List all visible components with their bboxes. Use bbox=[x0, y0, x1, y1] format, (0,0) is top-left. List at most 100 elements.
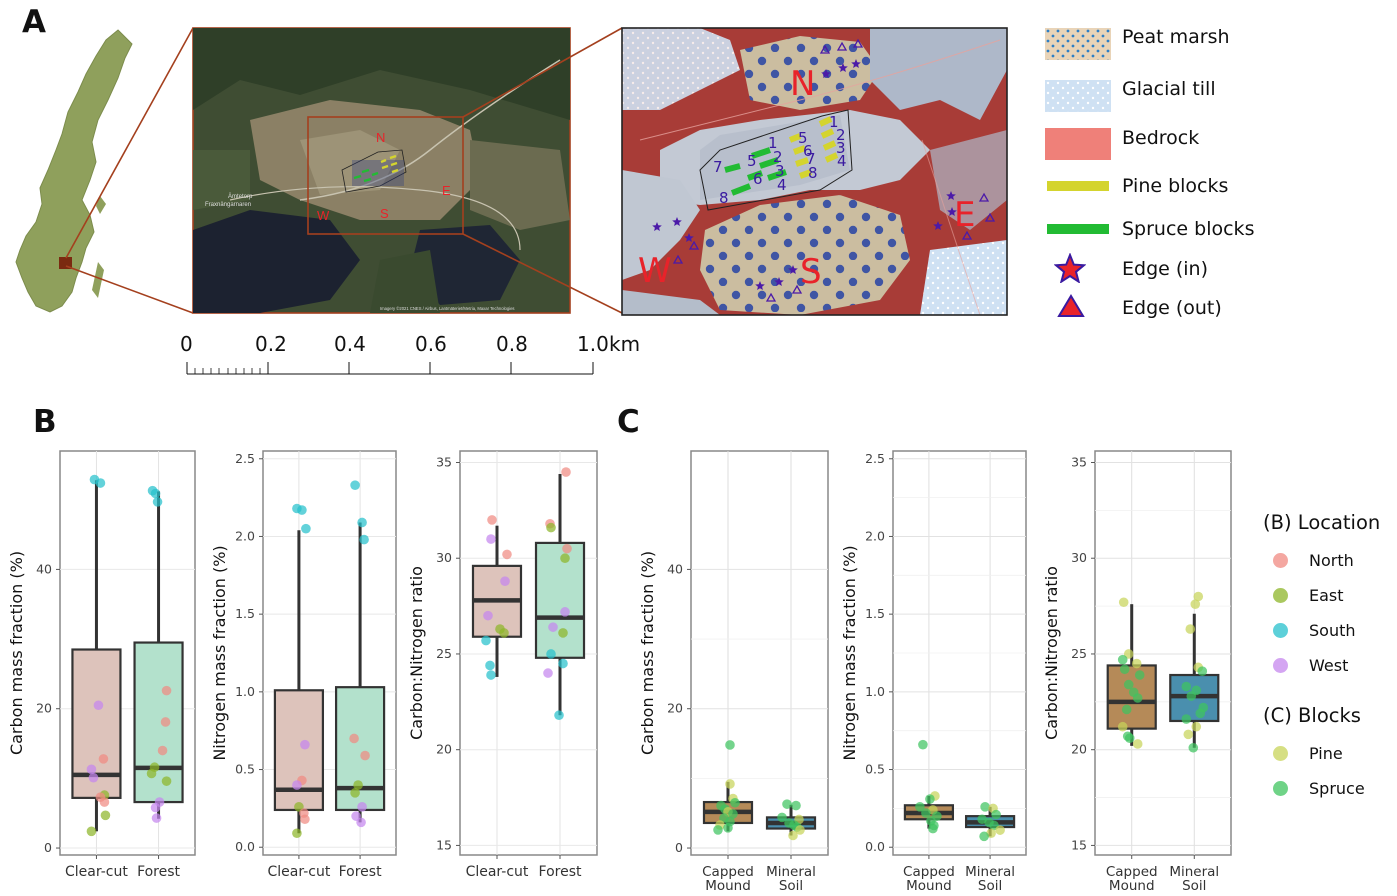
legend-label-spruce-blocks: Spruce bbox=[1309, 779, 1365, 798]
y-tick-label: 1.5 bbox=[235, 606, 255, 621]
data-point bbox=[915, 802, 925, 812]
legend-label-north: North bbox=[1309, 551, 1354, 570]
y-tick-label: 2.5 bbox=[865, 451, 885, 466]
legend-swatch-spruce bbox=[1047, 224, 1109, 234]
aerial-label-e: E bbox=[442, 183, 451, 198]
y-tick-label: 15 bbox=[1071, 837, 1087, 852]
edge-out-triangle-7 bbox=[961, 230, 973, 240]
data-point bbox=[554, 710, 564, 721]
legend-label-pine: Pine blocks bbox=[1122, 175, 1229, 197]
data-point bbox=[1191, 721, 1202, 732]
y-tick-label: 30 bbox=[1071, 550, 1087, 565]
data-point bbox=[979, 831, 989, 842]
data-point bbox=[161, 776, 172, 786]
x-tick-label: Mound bbox=[705, 878, 751, 894]
map-panel: N W S E Ämtetorp Fraxnängarnaren Imagery… bbox=[15, 27, 1008, 375]
data-point bbox=[925, 794, 935, 804]
aerial-image: N W S E Ämtetorp Fraxnängarnaren Imagery… bbox=[192, 27, 571, 314]
y-tick-label: 2.0 bbox=[865, 528, 885, 543]
plot-frame bbox=[1094, 450, 1232, 856]
chart-C1: 0 20 40 Carbon mass fraction (%) CappedMound… bbox=[638, 450, 829, 894]
y-tick-label: 2.0 bbox=[235, 528, 255, 543]
edge-in-star-3 bbox=[774, 277, 784, 286]
data-point bbox=[481, 635, 491, 646]
legend-label-south: South bbox=[1309, 621, 1356, 640]
data-point bbox=[1131, 658, 1142, 669]
data-point bbox=[357, 517, 367, 528]
spruce-block-8: 8 bbox=[719, 189, 729, 207]
pine-block-1: 1 bbox=[829, 113, 839, 131]
chart-C2: 0.0 0.5 1.0 1.5 2.0 2.5 Nitrogen mass fraction… bbox=[840, 450, 1027, 894]
y-tick-label: 40 bbox=[36, 561, 52, 576]
y-tick-label: 1.0 bbox=[235, 684, 255, 699]
y-tick-label: 1.5 bbox=[865, 606, 885, 621]
chart-B2: 0.0 0.5 1.0 1.5 2.0 2.5 Nitrogen mass fraction… bbox=[210, 450, 397, 880]
box-iqr bbox=[334, 686, 386, 812]
data-point bbox=[561, 467, 571, 477]
data-point bbox=[151, 813, 162, 823]
data-point bbox=[723, 823, 733, 833]
x-tick-label: Soil bbox=[978, 878, 1002, 894]
legend-dot-west bbox=[1273, 658, 1288, 673]
edge-out-triangle-8 bbox=[978, 192, 990, 202]
x-tick-label: Mound bbox=[906, 878, 952, 894]
edge-in-star-5 bbox=[788, 265, 798, 274]
data-point bbox=[93, 700, 104, 711]
pine-block-7: 7 bbox=[806, 150, 816, 168]
chart-B3: 15 20 25 30 35 Carbon:Nitrogen ratio Clear-cut… bbox=[407, 450, 598, 880]
data-point bbox=[357, 802, 367, 812]
panel-letter-c: C bbox=[617, 404, 640, 440]
x-tick-label: Forest bbox=[539, 864, 582, 880]
zoom-label-w: W bbox=[638, 251, 672, 291]
data-point bbox=[1132, 693, 1143, 703]
spruce-block-7: 7 bbox=[713, 158, 723, 176]
data-point bbox=[95, 478, 106, 488]
data-point bbox=[1197, 666, 1208, 676]
y-tick-label: 20 bbox=[667, 701, 683, 716]
data-point bbox=[1132, 739, 1143, 749]
legend-dot-south bbox=[1273, 623, 1288, 638]
data-point bbox=[558, 628, 568, 638]
legend-label-peat: Peat marsh bbox=[1122, 26, 1230, 48]
legend-dot-north bbox=[1273, 553, 1288, 568]
chart-C3: 15 20 25 30 35 Carbon:Nitrogen ratio CappedMou… bbox=[1042, 450, 1232, 894]
data-point bbox=[360, 750, 370, 761]
data-point bbox=[86, 764, 97, 775]
data-point bbox=[502, 549, 512, 560]
scale-tick-0.8: 0.8 bbox=[496, 332, 528, 356]
data-point bbox=[782, 799, 792, 809]
data-point bbox=[1119, 664, 1130, 675]
legend-label-pine-blocks: Pine bbox=[1309, 744, 1343, 763]
data-point bbox=[928, 823, 938, 834]
y-tick-label: 0 bbox=[675, 840, 683, 855]
data-point bbox=[100, 810, 111, 821]
aerial-label-s: S bbox=[380, 206, 389, 221]
panel-letter-b: B bbox=[33, 404, 57, 440]
pine-block-3: 3 bbox=[836, 139, 846, 157]
zoom-label-s: S bbox=[800, 252, 822, 292]
data-point bbox=[788, 830, 798, 841]
data-point bbox=[301, 523, 311, 534]
x-tick-label: Capped bbox=[903, 864, 955, 880]
data-point bbox=[728, 809, 738, 819]
x-tick-label: Mineral bbox=[965, 864, 1015, 880]
data-point bbox=[558, 658, 568, 669]
y-tick-label: 35 bbox=[1071, 454, 1087, 469]
pine-block-4: 4 bbox=[837, 152, 847, 170]
spruce-block-2: 2 bbox=[773, 148, 783, 166]
data-point bbox=[146, 768, 157, 779]
y-tick-label: 0.5 bbox=[865, 762, 885, 777]
triangle-icon bbox=[1057, 294, 1085, 317]
star-icon bbox=[1054, 253, 1086, 283]
edge-out-triangle-5 bbox=[672, 254, 684, 264]
x-tick-label: Soil bbox=[779, 878, 803, 894]
chart-B1: 0 20 40 Carbon mass fraction (%) Clear-cut Fo… bbox=[7, 450, 196, 880]
legend-dot-spruce bbox=[1273, 781, 1288, 796]
data-point bbox=[1185, 624, 1196, 634]
zoom-label-n: N bbox=[790, 64, 815, 104]
x-tick-label: Forest bbox=[137, 864, 180, 880]
box-iqr bbox=[534, 541, 586, 659]
location-legend-title: (B) Location bbox=[1263, 511, 1381, 534]
edge-markers bbox=[652, 38, 996, 302]
edge-out-triangle-4 bbox=[765, 292, 777, 302]
